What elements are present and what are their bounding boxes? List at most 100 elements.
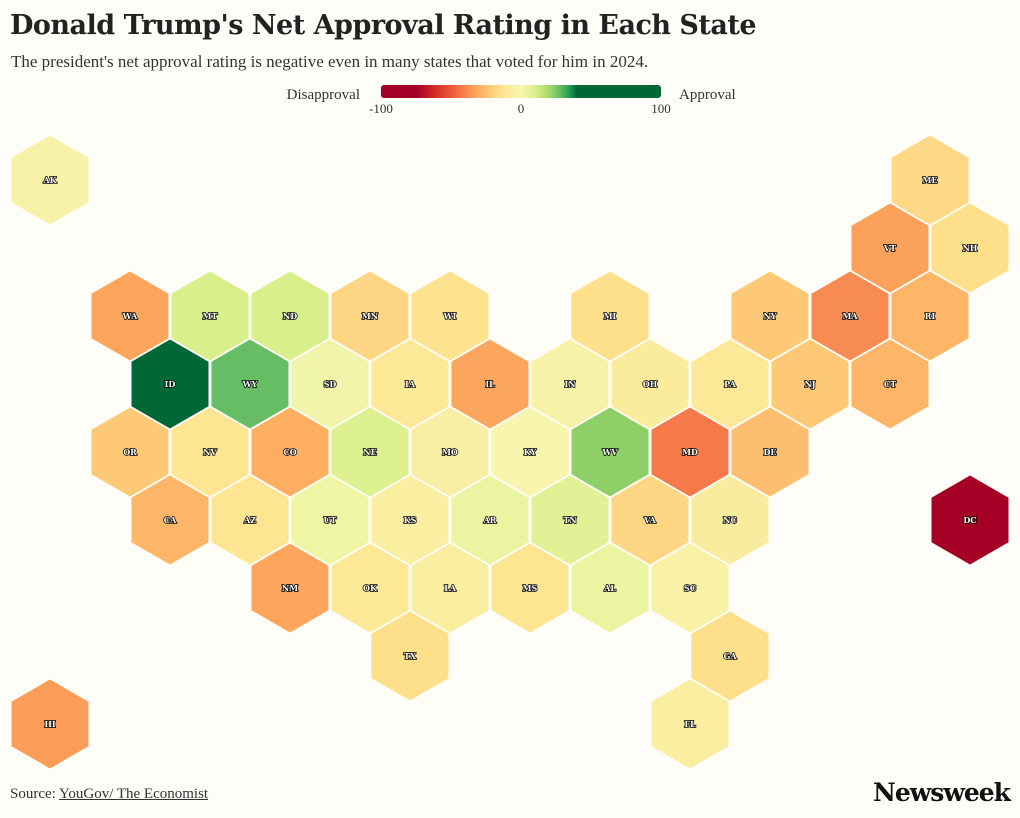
state-hex-de (730, 406, 810, 498)
state-hex-id (130, 338, 210, 430)
state-label: GA (723, 651, 737, 661)
state-label: OH (643, 379, 658, 389)
legend-gradient-bar (381, 85, 661, 98)
state-label: WI (443, 311, 457, 321)
state-hex-fl (650, 678, 730, 770)
newsweek-logo: Newsweek (872, 778, 1011, 807)
state-hex-tn (530, 474, 610, 566)
state-label: TN (563, 515, 576, 525)
state-label: TX (404, 651, 417, 661)
state-hex-mo (410, 406, 490, 498)
state-label: KY (524, 447, 537, 457)
state-hex-sd (290, 338, 370, 430)
chart-subtitle: The president's net approval rating is n… (11, 52, 649, 71)
state-label: MS (523, 583, 538, 593)
state-hex-nd (250, 270, 330, 362)
state-hex-nh (930, 202, 1010, 294)
state-hex-co (250, 406, 330, 498)
state-label: OK (363, 583, 378, 593)
state-label: NE (363, 447, 376, 457)
state-label: WV (601, 447, 618, 457)
state-hex-dc (930, 474, 1010, 566)
state-label: CA (164, 515, 177, 525)
state-label: ND (283, 311, 297, 321)
state-hex-or (90, 406, 170, 498)
state-hex-mi (570, 270, 650, 362)
state-hex-ia (370, 338, 450, 430)
state-label: NC (723, 515, 737, 525)
state-label: MN (362, 311, 378, 321)
state-label: UT (324, 515, 337, 525)
state-label: NY (763, 311, 776, 321)
source-label: Source: (10, 786, 56, 802)
state-hex-az (210, 474, 290, 566)
state-hex-in (530, 338, 610, 430)
state-label: IL (485, 379, 495, 389)
legend-tick: 100 (651, 101, 671, 116)
state-hex-wi (410, 270, 490, 362)
state-hex-md (650, 406, 730, 498)
state-hex-ky (490, 406, 570, 498)
state-hex-mn (330, 270, 410, 362)
state-label: CO (283, 447, 296, 457)
state-hex-ok (330, 542, 410, 634)
state-label: HI (44, 719, 56, 729)
state-hex-hi (10, 678, 90, 770)
state-label: WA (122, 311, 138, 321)
state-label: VT (883, 243, 896, 253)
state-label: AL (603, 583, 616, 593)
state-hex-nj (770, 338, 850, 430)
legend-tick: -100 (369, 101, 393, 116)
state-label: NM (282, 583, 298, 593)
state-hex-al (570, 542, 650, 634)
state-label: IN (564, 379, 575, 389)
state-hex-pa (690, 338, 770, 430)
source-link[interactable]: YouGov/ The Economist (59, 786, 209, 802)
state-label: ID (165, 379, 176, 389)
state-label: SD (324, 379, 337, 389)
state-hex-ny (730, 270, 810, 362)
chart-title: Donald Trump's Net Approval Rating in Ea… (10, 10, 757, 41)
state-hex-wy (210, 338, 290, 430)
state-label: NJ (804, 379, 815, 389)
state-hex-wa (90, 270, 170, 362)
legend-tick: 0 (518, 101, 525, 116)
state-hex-ga (690, 610, 770, 702)
state-hex-tx (370, 610, 450, 702)
legend-right-label: Approval (679, 87, 736, 103)
state-hex-ut (290, 474, 370, 566)
state-hex-mt (170, 270, 250, 362)
state-label: DC (963, 515, 976, 525)
state-label: IA (405, 379, 416, 389)
state-label: AZ (243, 515, 256, 525)
source-note: Source: YouGov/ The Economist (10, 786, 208, 803)
state-hex-ct (850, 338, 930, 430)
state-label: RI (925, 311, 936, 321)
state-hex-ak (10, 134, 90, 226)
state-label: MO (442, 447, 458, 457)
state-label: MA (842, 311, 858, 321)
state-label: SC (684, 583, 696, 593)
state-hex-ma (810, 270, 890, 362)
state-label: NH (963, 243, 978, 253)
state-hex-ar (450, 474, 530, 566)
state-label: WY (242, 379, 258, 389)
state-label: MT (203, 311, 218, 321)
state-hex-la (410, 542, 490, 634)
state-label: PA (724, 379, 736, 389)
state-hex-sc (650, 542, 730, 634)
state-hex-va (610, 474, 690, 566)
state-hex-il (450, 338, 530, 430)
state-label: MI (604, 311, 617, 321)
state-label: MD (682, 447, 698, 457)
state-label: FL (684, 719, 696, 729)
state-hex-vt (850, 202, 930, 294)
state-label: OR (123, 447, 137, 457)
state-label: CT (884, 379, 896, 389)
state-hex-nv (170, 406, 250, 498)
color-legend: Disapproval Approval -100 0 100 (287, 85, 736, 116)
state-hex-ne (330, 406, 410, 498)
state-label: AK (42, 175, 57, 185)
state-label: VA (643, 515, 657, 525)
